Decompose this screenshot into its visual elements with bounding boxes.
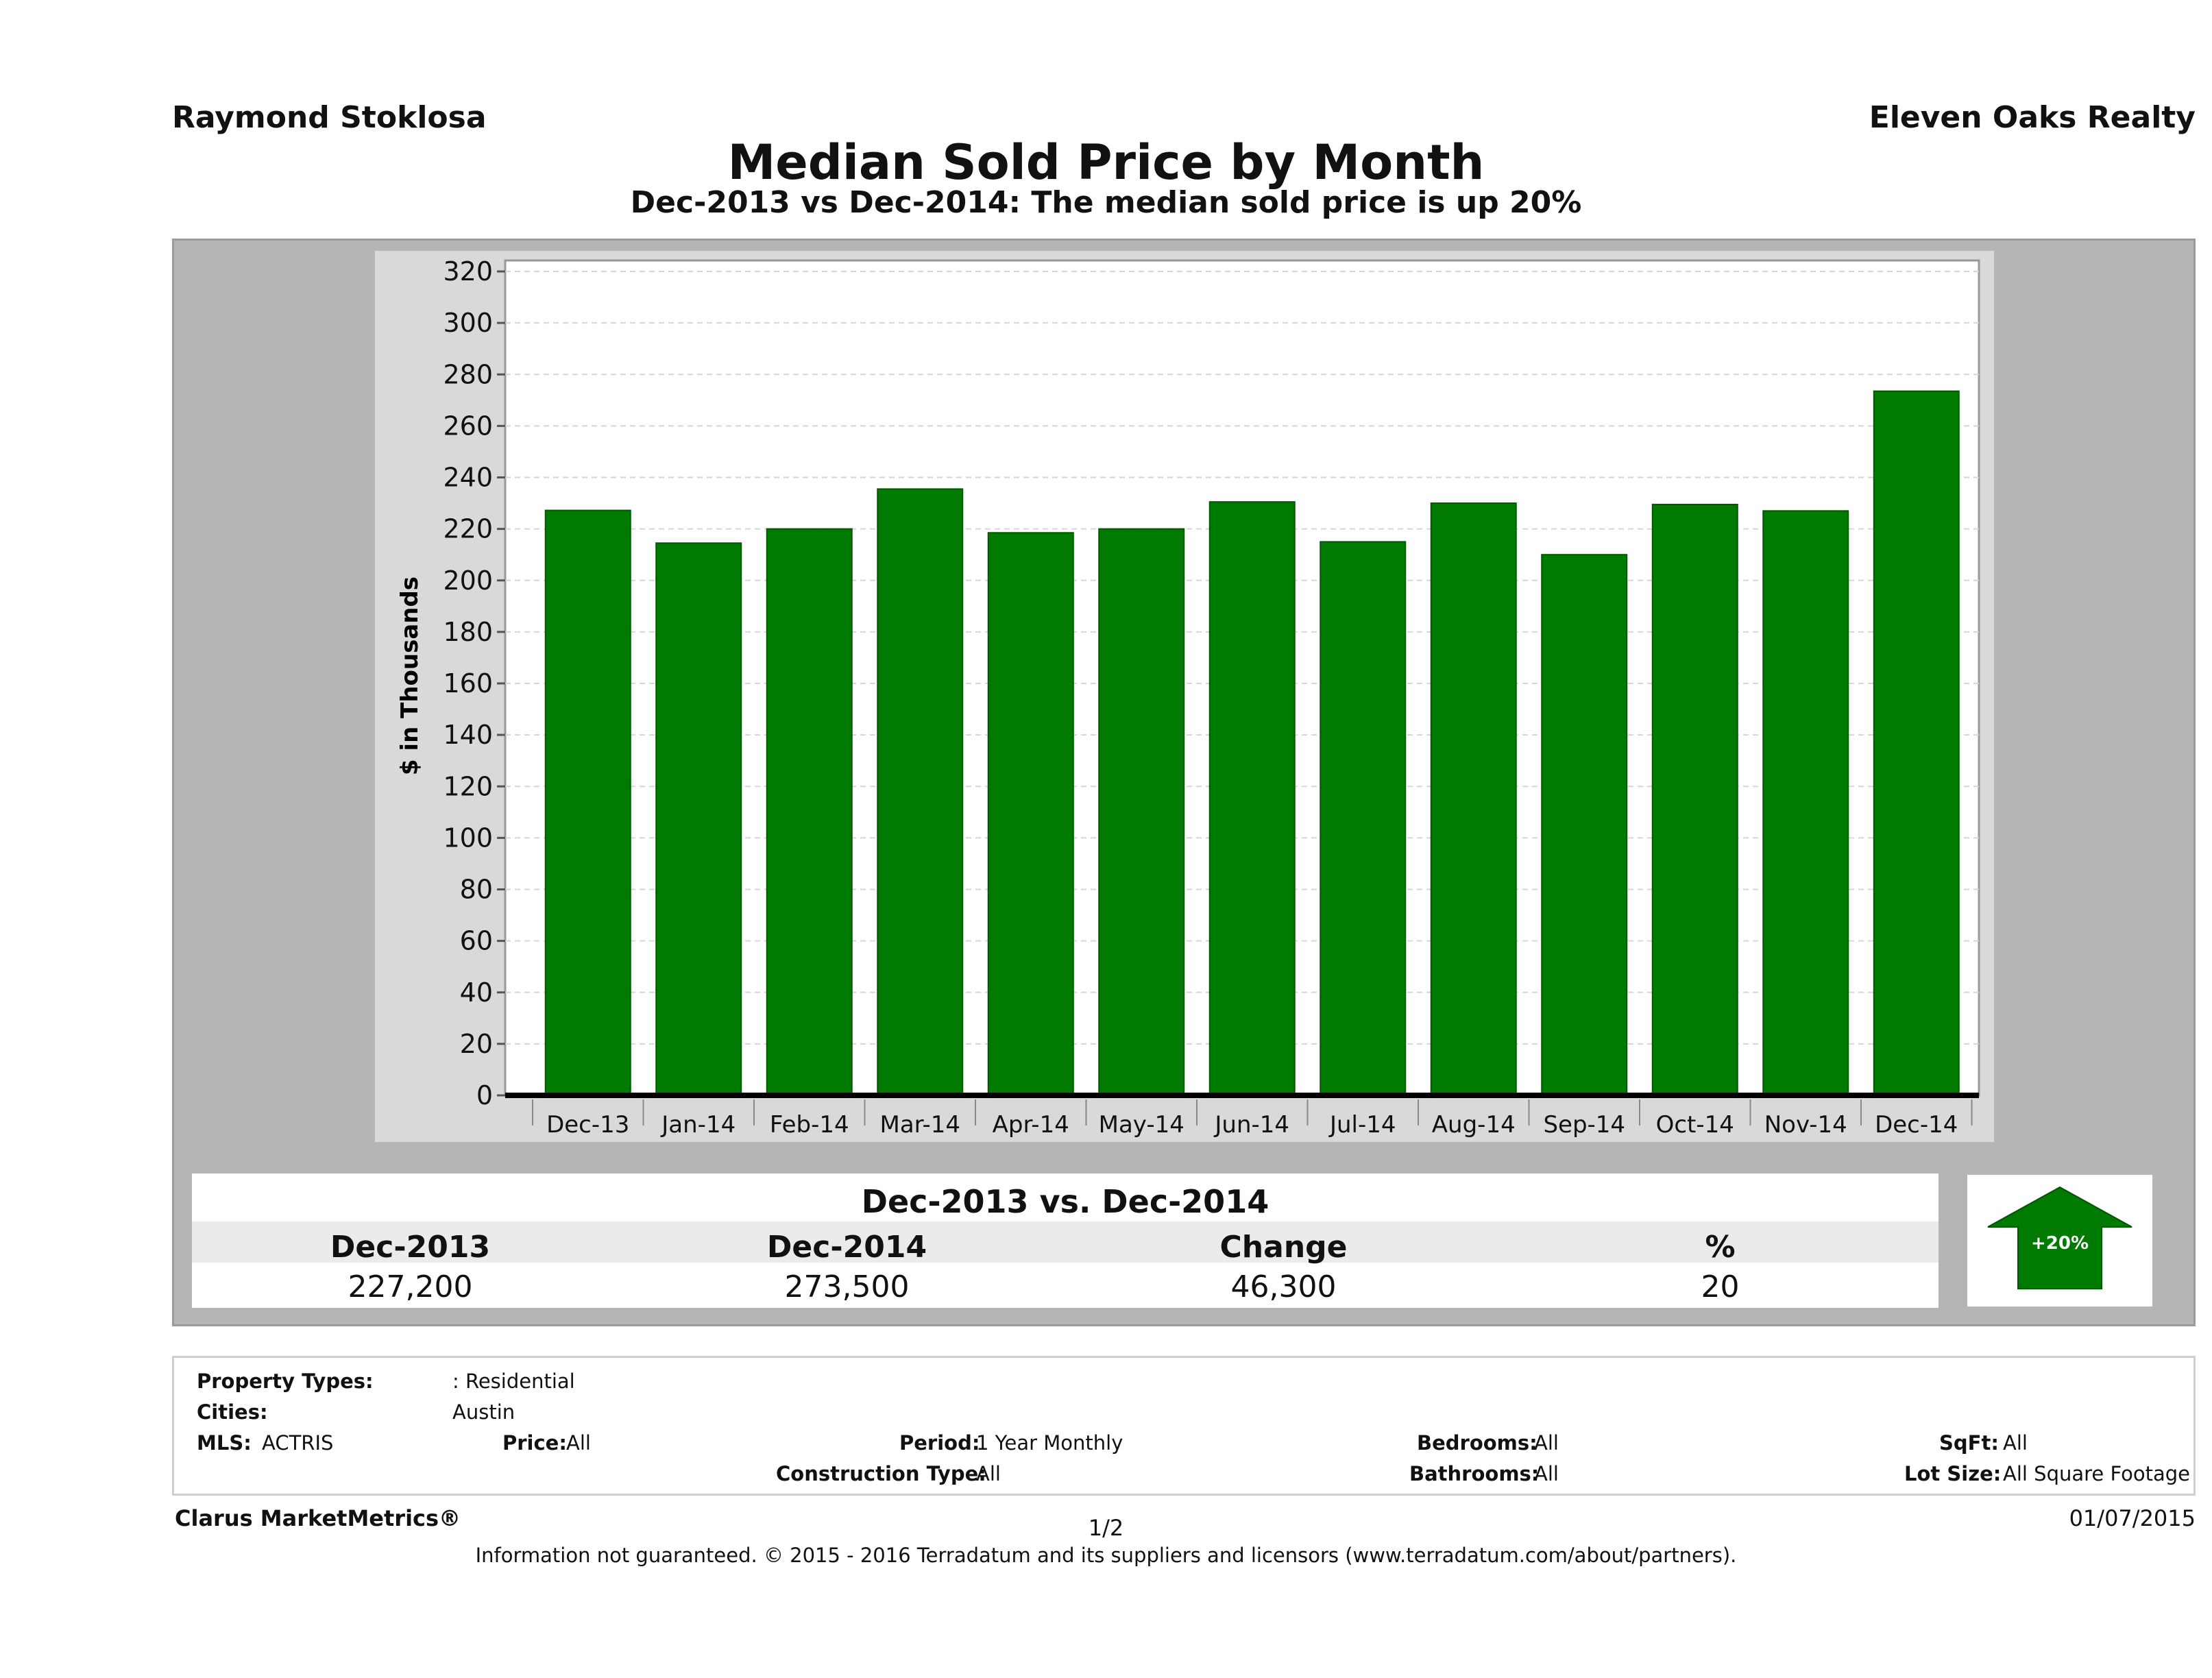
y-tick-label: 260 [443, 411, 493, 441]
y-tick-label: 160 [443, 668, 493, 698]
x-tick-label: Nov-14 [1764, 1111, 1847, 1139]
cities-value: Austin [452, 1400, 515, 1424]
header-percent: % [1705, 1230, 1736, 1265]
comparison-table: Dec-2013 vs. Dec-2014 Dec-2013 Dec-2014 … [192, 1174, 1938, 1308]
comparison-header-row [192, 1221, 1938, 1263]
sqft-value: All [2003, 1431, 2028, 1455]
mls-label: MLS: [197, 1431, 252, 1455]
x-tick-label: Sep-14 [1543, 1111, 1625, 1139]
property-types-label: Property Types: [197, 1370, 374, 1393]
up-arrow-icon [1987, 1186, 2132, 1289]
bar-dec-14 [1873, 390, 1960, 1096]
y-tick-label: 60 [460, 926, 493, 956]
chart-subtitle: Dec-2013 vs Dec-2014: The median sold pr… [630, 185, 1582, 220]
bar-dec-13 [544, 509, 631, 1096]
construction-type-value: All [976, 1462, 1001, 1485]
y-tick-label: 180 [443, 617, 493, 647]
price-value: All [566, 1431, 591, 1455]
y-tick-label: 220 [443, 514, 493, 544]
chart-title: Median Sold Price by Month [727, 134, 1485, 191]
x-tick-label: Aug-14 [1432, 1111, 1516, 1139]
y-axis-label: $ in Thousands [396, 576, 424, 775]
price-label: Price: [502, 1431, 567, 1455]
y-tick-label: 140 [443, 720, 493, 750]
bar-may-14 [1098, 528, 1185, 1096]
footer-brand: Clarus MarketMetrics® [175, 1505, 461, 1531]
y-tick-label: 80 [460, 875, 493, 905]
x-tick-label: Feb-14 [770, 1111, 849, 1139]
bathrooms-label: Bathrooms: [1409, 1462, 1540, 1485]
x-tick-label: Jan-14 [660, 1111, 736, 1139]
bar-oct-14 [1651, 503, 1738, 1096]
y-tick-label: 100 [443, 823, 493, 853]
y-tick-label: 40 [460, 977, 493, 1008]
construction-type-label: Construction Type: [776, 1462, 986, 1485]
bar-jan-14 [655, 542, 742, 1096]
y-tick-label: 300 [443, 308, 493, 338]
brokerage-name: Eleven Oaks Realty [1869, 100, 2196, 135]
period-value: 1 Year Monthly [976, 1431, 1123, 1455]
bar-mar-14 [877, 488, 964, 1096]
x-tick-label: May-14 [1099, 1111, 1184, 1139]
y-tick-label: 280 [443, 359, 493, 389]
page-number: 1/2 [1088, 1515, 1124, 1541]
filter-summary [172, 1356, 2196, 1496]
x-tick-label: Oct-14 [1656, 1111, 1734, 1139]
bar-nov-14 [1762, 510, 1849, 1096]
x-tick-label: Jun-14 [1213, 1111, 1289, 1139]
value-change: 46,300 [1230, 1269, 1337, 1304]
change-badge-label: +20% [2031, 1233, 2089, 1254]
x-tick-label: Jul-14 [1328, 1111, 1396, 1139]
report-date: 01/07/2015 [2069, 1505, 2196, 1531]
bathrooms-value: All [1534, 1462, 1559, 1485]
bar-sep-14 [1541, 554, 1628, 1096]
x-tick-label: Dec-13 [546, 1111, 629, 1139]
bedrooms-label: Bedrooms: [1417, 1431, 1538, 1455]
property-types-value: : Residential [452, 1370, 575, 1393]
y-tick-label: 240 [443, 463, 493, 493]
value-percent: 20 [1701, 1269, 1740, 1304]
value-dec-2014: 273,500 [784, 1269, 910, 1304]
y-tick-label: 20 [460, 1029, 493, 1059]
agent-name: Raymond Stoklosa [172, 100, 487, 135]
bar-jul-14 [1320, 541, 1407, 1096]
mls-value: ACTRIS [262, 1431, 334, 1455]
header-dec-2014: Dec-2014 [766, 1230, 927, 1265]
value-dec-2013: 227,200 [348, 1269, 473, 1304]
bar-jun-14 [1208, 501, 1296, 1096]
comparison-title: Dec-2013 vs. Dec-2014 [861, 1183, 1269, 1220]
bars [544, 390, 1960, 1096]
y-axis-ticks: 0 20 40 60 80 100 120 140 160 180 200 220 240 260 280 3… [443, 256, 505, 1110]
x-axis-ticks: Dec-13 Jan-14 Feb-14 Mar-14 Apr-14 May-14 Jun-… [532, 1099, 1973, 1139]
comparison-title-row [192, 1174, 1938, 1221]
sqft-label: SqFt: [1939, 1431, 1999, 1455]
period-label: Period: [899, 1431, 980, 1455]
bedrooms-value: All [1534, 1431, 1559, 1455]
y-tick-label: 320 [443, 256, 493, 287]
bar-apr-14 [987, 532, 1074, 1096]
lot-size-label: Lot Size: [1904, 1462, 2002, 1485]
comparison-value-row [192, 1263, 1938, 1308]
bar-feb-14 [766, 528, 853, 1096]
x-tick-label: Mar-14 [879, 1111, 960, 1139]
change-badge: +20% [1967, 1175, 2152, 1306]
header-change: Change [1219, 1230, 1348, 1265]
cities-label: Cities: [197, 1400, 268, 1424]
header-dec-2013: Dec-2013 [330, 1230, 491, 1265]
disclaimer: Information not guaranteed. © 2015 - 201… [475, 1544, 1737, 1567]
x-tick-label: Apr-14 [993, 1111, 1069, 1139]
bar-chart: 0 20 40 60 80 100 120 140 160 180 200 220 240 260 280 3… [396, 256, 1980, 1139]
x-tick-label: Dec-14 [1875, 1111, 1958, 1139]
y-tick-label: 120 [443, 771, 493, 801]
y-tick-label: 200 [443, 566, 493, 596]
lot-size-value: All Square Footage [2003, 1462, 2191, 1485]
y-tick-label: 0 [476, 1080, 493, 1110]
bar-aug-14 [1430, 502, 1517, 1096]
